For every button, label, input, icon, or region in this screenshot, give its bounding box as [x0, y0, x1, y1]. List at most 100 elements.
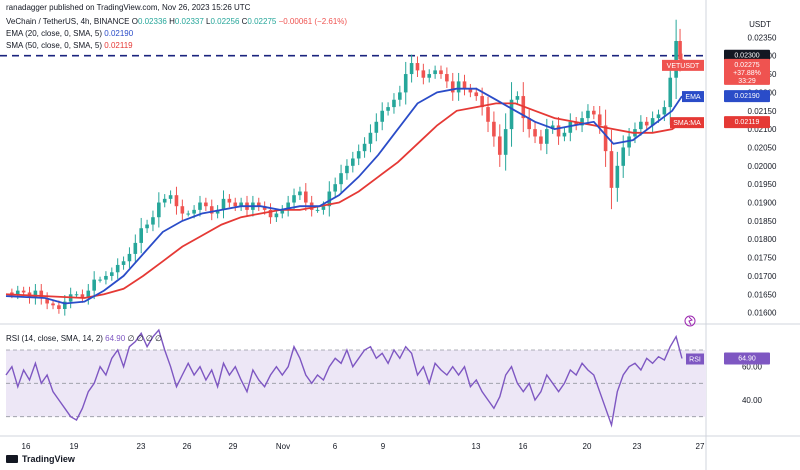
candle	[492, 121, 496, 137]
level-badge-text: 0.02300	[734, 53, 759, 60]
candle	[298, 191, 302, 196]
candle	[98, 279, 102, 281]
rsi-legend[interactable]: RSI (14, close, SMA, 14, 2) 64.90 ∅ ∅ ∅ …	[6, 334, 162, 344]
candle	[603, 125, 608, 152]
candle	[157, 202, 161, 218]
ema-tag-label: EMA	[685, 94, 701, 101]
candle	[668, 77, 673, 108]
vetusdt-price-badge: 0.02275+37.88%33:29	[724, 58, 770, 85]
candle	[262, 206, 267, 210]
publisher-text: ranadagger published on TradingView.com,…	[6, 3, 251, 12]
price-tick-label: 0.02000	[748, 162, 777, 171]
candle	[509, 99, 514, 130]
sma-badge-bg	[724, 116, 770, 129]
candle	[480, 96, 484, 108]
candle	[315, 209, 320, 211]
candle	[568, 121, 573, 133]
price-tick-label: 0.02150	[748, 107, 777, 116]
candle	[145, 224, 149, 229]
candle	[421, 70, 426, 78]
candle	[627, 136, 631, 148]
candle	[433, 70, 437, 75]
candle	[139, 228, 143, 243]
sma-badge: 0.02119	[724, 116, 770, 129]
sma-badge-text: 0.02119	[735, 119, 760, 126]
sma-legend-label: SMA (50, close, 0, SMA, 5)	[6, 41, 103, 50]
candle	[345, 165, 349, 174]
vetusdt-price-badge-text: 0.02275	[734, 62, 759, 69]
candle	[403, 74, 408, 93]
sma-tag-label: SMA:MA	[673, 120, 701, 127]
candle	[227, 198, 232, 203]
candle	[409, 63, 414, 75]
publisher-line: ranadagger published on TradingView.com,…	[6, 3, 250, 13]
candle	[15, 290, 20, 295]
candle	[351, 158, 355, 166]
candle	[115, 264, 120, 273]
candle	[86, 290, 91, 298]
candle	[609, 151, 614, 188]
alert-icon[interactable]	[684, 315, 696, 327]
candle	[674, 41, 678, 78]
time-tick-label: 23	[633, 442, 642, 451]
symbol-title[interactable]: VeChain / TetherUS, 4h, BINANCE	[6, 17, 130, 26]
tradingview-footer[interactable]: TradingView	[6, 454, 75, 464]
ohlc-low: 0.02256	[210, 17, 240, 26]
candle	[386, 107, 390, 111]
time-tick-label: Nov	[276, 442, 290, 451]
candle	[415, 63, 420, 71]
candle	[198, 202, 202, 210]
candle	[104, 275, 108, 280]
candle	[39, 290, 44, 298]
rsi-tick-label: 40.00	[742, 396, 763, 405]
candle	[286, 202, 290, 210]
time-tick-label: 13	[472, 442, 481, 451]
candle	[550, 125, 555, 130]
price-tick-label: 0.01650	[748, 290, 777, 299]
time-tick-label: 27	[696, 442, 705, 451]
candle	[656, 114, 661, 119]
symbol-line: VeChain / TetherUS, 4h, BINANCE O0.02336…	[6, 17, 347, 27]
candle	[445, 74, 449, 82]
ohlc-close-label: C	[241, 17, 248, 26]
candle	[303, 191, 308, 203]
candle	[539, 136, 543, 144]
candle	[456, 81, 461, 93]
candle	[256, 202, 261, 207]
candle	[398, 92, 402, 100]
candle	[562, 132, 567, 137]
candle	[356, 151, 361, 159]
candle	[121, 261, 126, 265]
candle	[151, 217, 155, 225]
price-tick-label: 0.02350	[748, 33, 777, 42]
candle	[162, 198, 167, 203]
lightning-icon	[688, 316, 693, 326]
ohlc-change: −0.00061 (−2.61%)	[278, 17, 348, 26]
candle	[545, 129, 549, 144]
price-tick-label: 0.02100	[748, 125, 777, 134]
ohlc-close: 0.02275	[247, 17, 277, 26]
sma-legend[interactable]: SMA (50, close, 0, SMA, 5) 0.02119	[6, 41, 133, 51]
ema-legend-label: EMA (20, close, 0, SMA, 5)	[6, 29, 103, 38]
ema-tag-bg	[682, 91, 704, 103]
candle	[497, 136, 502, 155]
ohlc-high: 0.02337	[174, 17, 204, 26]
time-tick-label: 26	[183, 442, 192, 451]
candle	[368, 132, 373, 144]
ohlc-open: 0.02336	[137, 17, 167, 26]
time-tick-label: 23	[137, 442, 146, 451]
candle	[62, 301, 67, 309]
sma-50-line	[5, 102, 683, 299]
candle	[327, 191, 332, 207]
candle	[321, 206, 326, 210]
level-badge-bg	[724, 49, 770, 62]
price-tick-label: 0.01900	[748, 199, 777, 208]
rsi-tag-bg	[686, 353, 704, 365]
candle	[362, 143, 367, 152]
candle	[486, 107, 490, 122]
ohlc-high-label: H	[169, 17, 175, 26]
ema-legend[interactable]: EMA (20, close, 0, SMA, 5) 0.02190	[6, 29, 133, 39]
candle	[10, 292, 14, 295]
candle	[574, 121, 578, 126]
